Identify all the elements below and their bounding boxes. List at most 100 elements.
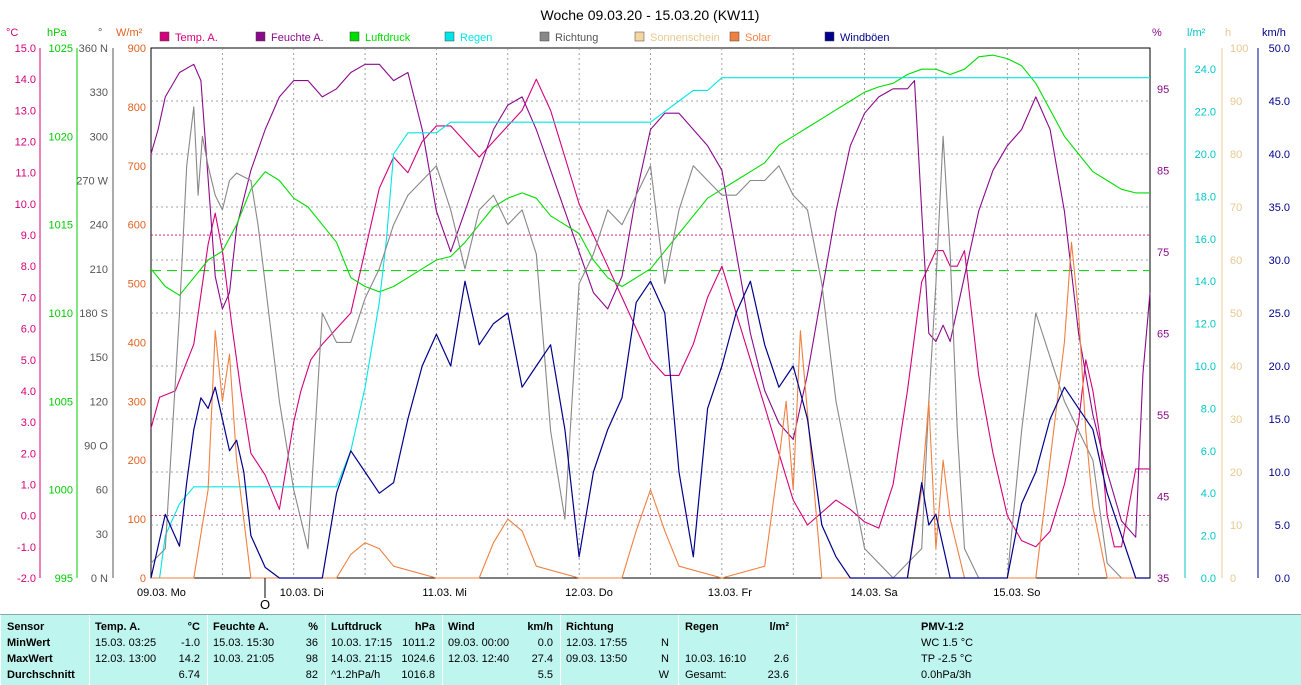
solar-axis-tick-label: 600 bbox=[128, 220, 146, 232]
solar-axis-tick-label: 300 bbox=[128, 396, 146, 408]
humidity-axis-tick-label: 65 bbox=[1157, 328, 1169, 340]
rain-axis-tick-label: 0.0 bbox=[1201, 573, 1216, 585]
wind-axis-tick-label: 50.0 bbox=[1269, 43, 1290, 55]
legend-swatch bbox=[729, 31, 740, 42]
rain-axis-tick-label: 22.0 bbox=[1195, 107, 1216, 119]
x-tick-label: 14.03. Sa bbox=[851, 587, 899, 599]
pressure-axis-tick-label: 1015 bbox=[49, 220, 73, 232]
rain-max-value: 2.6 bbox=[773, 653, 789, 665]
pressure-max-value: 1024.6 bbox=[401, 653, 435, 665]
rain-total-value: 23.6 bbox=[767, 669, 789, 681]
right-axes: 95 85 75 65 55 45 35 24.0 22.0 20.0 18.0 16.0 14.0 12… bbox=[1152, 27, 1290, 585]
solar-axis-tick-label: 200 bbox=[128, 455, 146, 467]
pressure-max-time: 14.03. 21:15 bbox=[331, 653, 393, 665]
left-axes: 15.0 14.0 13.0 12.0 11.0 10.0 9.0 8.0 7.0 6.0 5.0 4… bbox=[6, 27, 146, 585]
series-line bbox=[151, 77, 1150, 579]
legend-swatch bbox=[539, 31, 550, 42]
wind-axis-tick-label: 25.0 bbox=[1269, 308, 1290, 320]
temp-axis-tick-label: 4.0 bbox=[21, 386, 36, 398]
header-pressure: Luftdruck bbox=[331, 621, 382, 633]
wind-axis-tick-label: 15.0 bbox=[1269, 414, 1290, 426]
temp-axis-tick-label: 3.0 bbox=[21, 417, 36, 429]
temp-min-value: -1.0 bbox=[181, 637, 200, 649]
humidity-axis-tick-label: 45 bbox=[1157, 491, 1169, 503]
legend-item: Richtung bbox=[539, 31, 598, 44]
direction-avg-value: W bbox=[658, 669, 669, 681]
row-label-avg: Durchschnitt bbox=[7, 669, 75, 681]
wind-axis-tick-label: 20.0 bbox=[1269, 361, 1290, 373]
sun-axis-tick-label: 100 bbox=[1230, 43, 1248, 55]
statistics-table: Sensor MinWert MaxWert Durchschnitt Temp… bbox=[0, 614, 1301, 685]
humidity-min-time: 15.03. 15:30 bbox=[213, 637, 275, 649]
wind-max-value: 27.4 bbox=[531, 653, 553, 665]
header-temp: Temp. A. bbox=[95, 621, 141, 633]
header-rain: Regen bbox=[685, 621, 719, 633]
legend-item: Sonnenschein bbox=[634, 31, 720, 44]
temp-axis-tick-label: 10.0 bbox=[15, 199, 36, 211]
header-wind-unit: km/h bbox=[527, 621, 553, 633]
sun-axis-tick-label: 40 bbox=[1230, 361, 1242, 373]
temp-axis-tick-label: 7.0 bbox=[21, 292, 36, 304]
rain-axis-tick-label: 4.0 bbox=[1201, 488, 1216, 500]
rain-total-label: Gesamt: bbox=[685, 669, 727, 681]
temp-axis-tick-label: 14.0 bbox=[15, 74, 36, 86]
direction-axis-tick-label: 330 bbox=[90, 87, 108, 99]
temp-axis-tick-label: 12.0 bbox=[15, 137, 36, 149]
series-line bbox=[151, 241, 1150, 579]
series-line bbox=[150, 106, 1150, 579]
chart-legend: Temp. A. Feuchte A. Luftdruck Regen Richtung… bbox=[159, 31, 890, 44]
sun-axis-tick-label: 10 bbox=[1230, 520, 1242, 532]
humidity-axis-tick-label: 35 bbox=[1157, 573, 1169, 585]
rain-axis-tick-label: 12.0 bbox=[1195, 319, 1216, 331]
temp-axis-tick-label: 6.0 bbox=[21, 324, 36, 336]
header-rain-unit: l/m² bbox=[769, 621, 789, 633]
sun-axis-tick-label: 60 bbox=[1230, 255, 1242, 267]
legend-item: Regen bbox=[444, 31, 492, 44]
solar-axis-tick-label: 800 bbox=[128, 102, 146, 114]
temp-min-time: 15.03. 03:25 bbox=[95, 637, 157, 649]
pmv-dewpoint: TP -2.5 °C bbox=[921, 653, 973, 665]
wind-max-time: 12.03. 12:40 bbox=[448, 653, 510, 665]
direction-axis-tick-label: 360 N bbox=[79, 43, 108, 55]
header-temp-unit: °C bbox=[187, 621, 200, 633]
humidity-axis-tick-label: 75 bbox=[1157, 247, 1169, 259]
pressure-axis-tick-label: 1005 bbox=[49, 396, 73, 408]
humidity-axis-unit: % bbox=[1152, 27, 1162, 39]
weather-chart: Woche 09.03.20 - 15.03.20 (KW11) Temp. A… bbox=[6, 7, 1290, 612]
cursor-marker-icon[interactable]: O bbox=[260, 597, 270, 612]
pressure-axis-unit: hPa bbox=[47, 27, 67, 39]
direction-min-value: N bbox=[661, 637, 669, 649]
legend-label: Temp. A. bbox=[175, 32, 218, 44]
rain-axis-tick-label: 20.0 bbox=[1195, 149, 1216, 161]
temp-max-time: 12.03. 13:00 bbox=[95, 653, 157, 665]
temp-axis-tick-label: 13.0 bbox=[15, 105, 36, 117]
temp-axis-tick-label: -2.0 bbox=[17, 573, 36, 585]
solar-axis-tick-label: 0 bbox=[140, 573, 146, 585]
time-cursor[interactable]: O bbox=[260, 578, 270, 612]
wind-axis-tick-label: 10.0 bbox=[1269, 467, 1290, 479]
rain-axis-tick-label: 24.0 bbox=[1195, 64, 1216, 76]
direction-axis-tick-label: 0 N bbox=[91, 573, 108, 585]
wind-axis-tick-label: 30.0 bbox=[1269, 255, 1290, 267]
legend-label: Windböen bbox=[840, 32, 890, 44]
temp-axis-tick-label: 5.0 bbox=[21, 355, 36, 367]
stats-col-pressure: Luftdruck hPa 10.03. 17:15 1011.2 14.03. 2… bbox=[325, 615, 441, 685]
pressure-min-value: 1011.2 bbox=[402, 637, 435, 649]
pressure-min-time: 10.03. 17:15 bbox=[331, 637, 393, 649]
direction-axis-tick-label: 240 bbox=[90, 220, 108, 232]
legend-label: Solar bbox=[745, 32, 771, 44]
legend-label: Feuchte A. bbox=[271, 32, 324, 44]
humidity-avg-value: 82 bbox=[305, 669, 318, 681]
humidity-max-value: 98 bbox=[305, 653, 318, 665]
humidity-axis-tick-label: 55 bbox=[1157, 410, 1169, 422]
direction-axis-tick-label: 120 bbox=[90, 396, 108, 408]
pressure-axis-tick-label: 995 bbox=[55, 573, 73, 585]
series-line bbox=[150, 78, 1150, 548]
temp-axis-tick-label: 1.0 bbox=[21, 479, 36, 491]
wind-axis-tick-label: 35.0 bbox=[1269, 202, 1290, 214]
x-tick-label: 11.03. Mi bbox=[422, 587, 466, 599]
legend-swatch bbox=[824, 31, 835, 42]
x-tick-label: 12.03. Do bbox=[565, 587, 613, 599]
stats-col-humidity: Feuchte A.% 15.03. 15:30 36 10.03. 21:05 9… bbox=[207, 615, 324, 685]
pressure-axis-tick-label: 1000 bbox=[49, 485, 73, 497]
